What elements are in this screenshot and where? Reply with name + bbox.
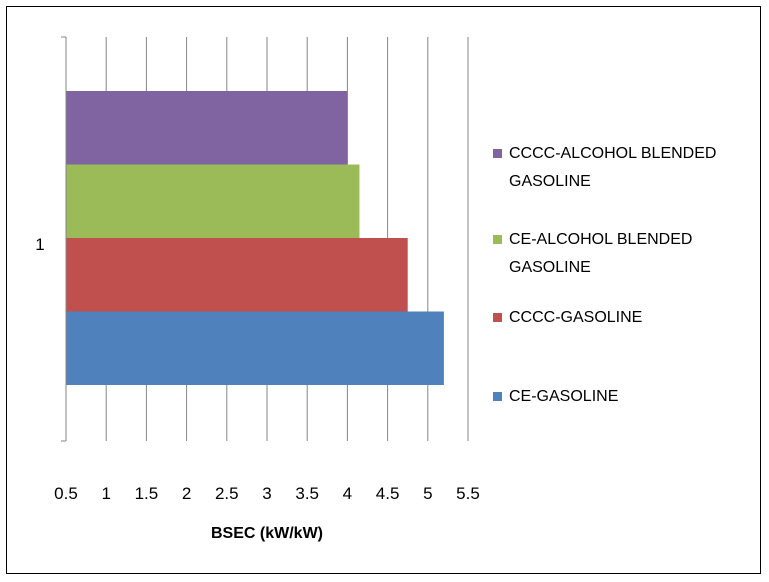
bar-cccc-gasoline [66, 238, 408, 312]
legend-swatch [493, 392, 502, 401]
x-tick-label: 1.5 [135, 484, 159, 503]
chart-frame: 0.5 1 1.5 2 2.5 3 3.5 4 4.5 5 5.5 1 BSEC (kW/kW) CC… [6, 6, 761, 574]
legend-label: CE-GASOLINE [509, 388, 618, 405]
x-tick-label: 0.5 [54, 484, 78, 503]
x-tick-label: 3 [262, 484, 271, 503]
x-axis-title: BSEC (kW/kW) [211, 525, 323, 542]
x-tick-label: 3.5 [295, 484, 319, 503]
legend-swatch [493, 235, 502, 244]
bar-ce-alcohol-blended-gasoline [66, 164, 360, 238]
bar-cccc-alcohol-blended-gasoline [66, 91, 348, 165]
x-tick-label: 5 [423, 484, 432, 503]
bar-ce-gasoline [66, 311, 444, 385]
bars [66, 91, 444, 385]
x-tick-label: 1 [101, 484, 110, 503]
x-tick-label: 4 [343, 484, 352, 503]
axes [61, 36, 67, 442]
x-tick-label: 2 [182, 484, 191, 503]
x-tick-label: 4.5 [376, 484, 400, 503]
legend-swatch [493, 313, 502, 322]
legend-swatch [493, 149, 502, 158]
x-tick-label: 5.5 [456, 484, 480, 503]
x-tick-label: 2.5 [215, 484, 239, 503]
bsec-bar-chart: 0.5 1 1.5 2 2.5 3 3.5 4 4.5 5 5.5 1 BSEC (kW/kW) CC… [35, 36, 716, 542]
legend-label: CCCC-ALCOHOL BLENDED GASOLINE [509, 145, 716, 190]
tick-labels: 0.5 1 1.5 2 2.5 3 3.5 4 4.5 5 5.5 1 [35, 235, 480, 503]
legend: CCCC-ALCOHOL BLENDED GASOLINE CE-ALCOHOL B… [493, 145, 716, 405]
legend-label: CE-ALCOHOL BLENDED GASOLINE [509, 231, 692, 276]
legend-label: CCCC-GASOLINE [509, 309, 642, 326]
y-category-label: 1 [35, 235, 44, 254]
